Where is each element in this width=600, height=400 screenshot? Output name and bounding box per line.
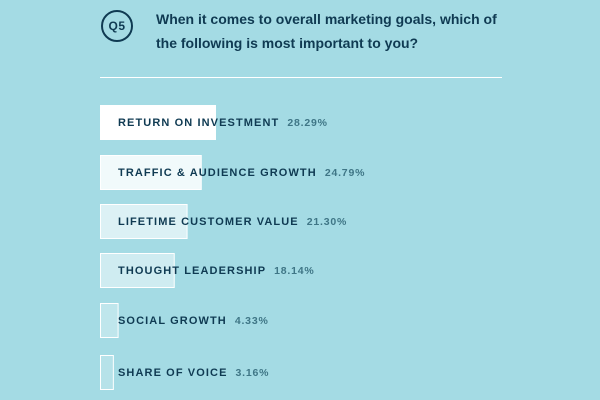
bar-category-label: SOCIAL GROWTH xyxy=(118,315,227,327)
bar-row: SOCIAL GROWTH 4.33% xyxy=(100,303,269,338)
bar-value-label: 28.29% xyxy=(287,117,327,129)
bar-category-label: THOUGHT LEADERSHIP xyxy=(118,265,266,277)
question-text: When it comes to overall marketing goals… xyxy=(156,11,497,51)
bar-row: RETURN ON INVESTMENT 28.29% xyxy=(100,105,327,140)
bar-row: TRAFFIC & AUDIENCE GROWTH 24.79% xyxy=(100,155,365,190)
bar xyxy=(100,155,202,190)
bar-value-label: 24.79% xyxy=(325,167,365,179)
bar xyxy=(100,303,119,338)
bar-category-label: SHARE OF VOICE xyxy=(118,367,228,379)
bar xyxy=(100,355,114,390)
divider xyxy=(100,77,502,78)
bar-category-label: TRAFFIC & AUDIENCE GROWTH xyxy=(118,167,317,179)
question-number: Q5 xyxy=(108,19,126,33)
bar-value-label: 18.14% xyxy=(274,265,314,277)
question-number-badge: Q5 xyxy=(101,10,133,42)
bar xyxy=(100,204,188,239)
bar-category-label: RETURN ON INVESTMENT xyxy=(118,117,279,129)
bar xyxy=(100,105,216,140)
bar-value-label: 4.33% xyxy=(235,315,269,327)
bar-row: SHARE OF VOICE 3.16% xyxy=(100,355,270,390)
bar-value-label: 21.30% xyxy=(307,216,347,228)
bar xyxy=(100,253,175,288)
bar-category-label: LIFETIME CUSTOMER VALUE xyxy=(118,216,299,228)
bar-value-label: 3.16% xyxy=(236,367,270,379)
bar-row: LIFETIME CUSTOMER VALUE 21.30% xyxy=(100,204,347,239)
bar-row: THOUGHT LEADERSHIP 18.14% xyxy=(100,253,314,288)
